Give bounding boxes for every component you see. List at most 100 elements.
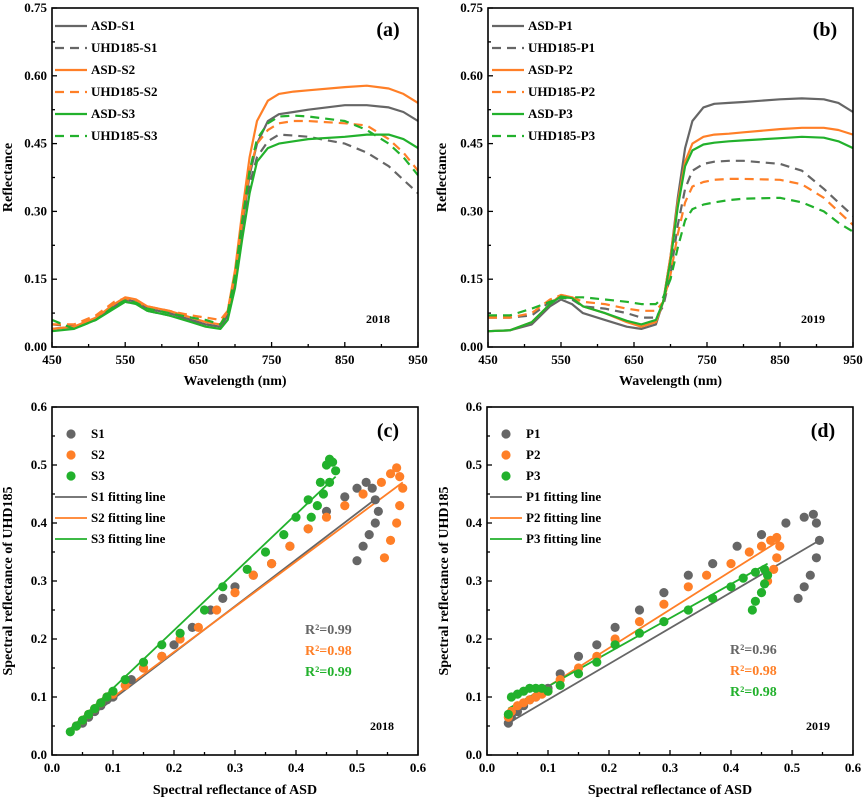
data-point-p1 — [592, 640, 602, 650]
y-axis-title: Reflectance — [435, 143, 450, 212]
data-point-s3 — [96, 698, 106, 708]
series-line-uhd185-p1 — [488, 159, 853, 319]
year-label: 2019 — [806, 719, 830, 733]
y-tick-label: 0.30 — [24, 203, 47, 218]
legend-label: UHD185-P1 — [528, 40, 595, 55]
x-tick-label: 0.4 — [288, 760, 305, 775]
x-tick-label: 750 — [697, 352, 717, 367]
data-point-p1 — [659, 588, 669, 598]
data-point-p3 — [503, 709, 513, 720]
series-line-uhd185-p2 — [488, 177, 853, 319]
plot-area — [52, 84, 418, 333]
data-point-s3 — [279, 530, 289, 540]
panel-label: (a) — [376, 19, 399, 41]
plot-frame — [486, 406, 854, 756]
year-label: 2018 — [366, 312, 390, 326]
y-tick-label: 0.15 — [24, 271, 47, 286]
data-point-s3 — [138, 657, 149, 667]
data-point-s1 — [370, 495, 380, 505]
data-point-p3 — [610, 640, 620, 650]
legend-label: ASD-S1 — [91, 18, 135, 33]
data-point-s2 — [392, 463, 402, 473]
data-point-p3 — [543, 686, 553, 696]
data-point-s2 — [392, 518, 402, 528]
x-tick-label: 0.1 — [540, 760, 556, 775]
data-point-p2 — [726, 559, 736, 569]
y-tick-label: 0.2 — [466, 631, 482, 646]
plot-frame — [487, 7, 854, 348]
data-point-p2 — [756, 541, 767, 551]
data-point-p3 — [747, 605, 757, 615]
data-point-s1 — [367, 483, 377, 493]
x-tick-label: 950 — [843, 352, 863, 367]
data-point-s3 — [218, 582, 228, 592]
data-point-p1 — [814, 535, 825, 546]
data-point-p3 — [634, 628, 645, 638]
x-tick-label: 450 — [42, 352, 62, 367]
data-point-p3 — [659, 617, 669, 627]
panel-label: (c) — [377, 420, 399, 442]
data-point-s1 — [352, 483, 362, 493]
y-tick-label: 0.45 — [24, 136, 47, 151]
y-axis-title: Spectral reflectance of UHD185 — [1, 486, 16, 675]
r2-annotation: R²=0.98 — [730, 685, 777, 700]
x-axis-title: Spectral reflectance of ASD — [153, 783, 317, 798]
data-point-p2 — [772, 553, 782, 563]
panel-label: (b) — [813, 19, 837, 41]
r2-annotation: R²=0.99 — [305, 665, 352, 680]
series-line-asd-s3 — [52, 133, 418, 333]
legend-label: ASD-P3 — [528, 106, 573, 121]
x-tick-label: 0.0 — [44, 760, 60, 775]
data-point-s1 — [361, 477, 371, 487]
data-point-p1 — [799, 582, 809, 592]
data-point-s3 — [331, 466, 341, 476]
legend-label: S1 — [91, 426, 105, 441]
x-tick-label: 650 — [189, 352, 209, 367]
x-tick-label: 0.6 — [410, 760, 427, 775]
x-axis-title: Wavelength (nm) — [619, 374, 722, 389]
data-point-p1 — [811, 518, 822, 528]
legend-label: ASD-S2 — [91, 62, 135, 77]
legend-label: UHD185-S2 — [91, 84, 157, 99]
data-point-s3 — [315, 477, 325, 487]
data-point-p2 — [683, 582, 693, 592]
legend-label: S3 fitting line — [91, 531, 166, 546]
y-tick-label: 0.00 — [24, 339, 47, 354]
series-line-uhd185-p3 — [488, 196, 853, 317]
data-point-s2 — [248, 570, 258, 580]
data-point-s2 — [376, 477, 386, 487]
data-point-s2 — [385, 535, 396, 546]
data-point-p3 — [726, 582, 736, 592]
legend-label: S1 fitting line — [91, 489, 166, 504]
r2-annotation: R²=0.99 — [305, 623, 352, 638]
series-line-asd-p2 — [488, 126, 853, 333]
year-label: 2019 — [801, 312, 825, 326]
data-point-p2 — [772, 532, 782, 543]
data-point-p3 — [759, 579, 770, 589]
x-axis-title: Spectral reflectance of ASD — [588, 783, 752, 798]
x-tick-label: 0.3 — [662, 760, 679, 775]
data-point-p1 — [708, 559, 718, 569]
data-point-s3 — [108, 686, 118, 696]
data-point-p1 — [808, 509, 818, 519]
x-tick-label: 850 — [335, 352, 355, 367]
x-tick-label: 0.1 — [105, 760, 121, 775]
y-tick-label: 0.4 — [31, 515, 48, 530]
legend-label: P2 fitting line — [526, 510, 601, 525]
data-point-s2 — [303, 524, 313, 534]
y-tick-label: 0.5 — [466, 457, 483, 472]
data-point-s3 — [260, 547, 271, 557]
data-point-p1 — [573, 651, 584, 662]
y-tick-label: 0.3 — [466, 573, 483, 588]
data-point-s2 — [395, 501, 405, 511]
r2-annotation: R²=0.98 — [730, 664, 777, 679]
x-tick-label: 650 — [624, 352, 644, 367]
legend-swatch — [501, 429, 511, 439]
data-point-s2 — [267, 559, 277, 569]
y-tick-label: 0.6 — [31, 399, 48, 414]
data-point-s3 — [318, 489, 329, 499]
plot-area — [488, 97, 853, 333]
legend-label: S2 fitting line — [91, 510, 166, 525]
legend: S1 S2 S3 S1 fitting line S2 fitting line S3 f… — [55, 426, 166, 546]
chart-panel-c: 0.0 0.1 0.2 0.3 0.4 0.5 0.6 0.0 0.1 0.2 0.3 0.4 0.5 0… — [1, 399, 427, 798]
